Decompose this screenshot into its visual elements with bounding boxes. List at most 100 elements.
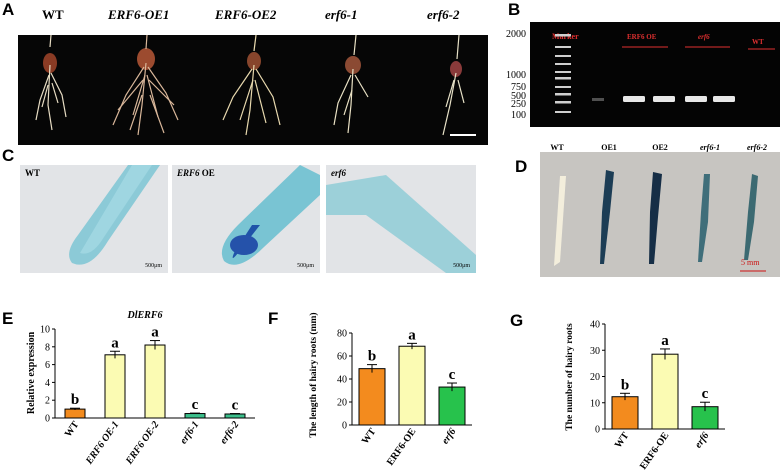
chart-f-ytick-label-0: 0 (342, 421, 347, 432)
gus-scale-label: 5 mm (741, 258, 760, 267)
chart-e-bar-2 (144, 344, 166, 419)
root-specimen-erf6-2 (442, 34, 465, 136)
root-specimen-erf6-1 (333, 34, 369, 134)
chart-g-ytick-label-0: 0 (595, 425, 600, 436)
gus-label-oe1: OE1 (601, 143, 617, 152)
marker-ladder-bands (555, 34, 571, 113)
gus-label-erf6-2: erf6-2 (747, 143, 767, 152)
chart-e-letter-0: b (71, 392, 79, 408)
chart-e-ytick-label-2: 4 (45, 378, 50, 389)
chart-e-xlabel-4: erf6-2 (218, 419, 241, 446)
chart-f-letter-2: c (449, 367, 456, 383)
micrograph-label-erf6-oe: ERF6 OE (177, 168, 215, 178)
chart-e-title: DlERF6 (126, 310, 162, 321)
gus-root-erf6-1 (698, 174, 710, 262)
chart-f-ytick-label-1: 20 (337, 398, 347, 409)
chart-e-bars: b a a c c (64, 325, 246, 419)
chart-f-xlabels: WT ERF6-OE erf6 (360, 426, 459, 468)
chart-g-letter-0: b (621, 377, 629, 393)
chart-g-ytick-label-4: 40 (590, 320, 600, 331)
micrograph-scale-erf6-oe: 500μm (297, 263, 314, 269)
chart-g-ylabel: The number of hairy roots (565, 323, 575, 431)
chart-g-xlabel-2: erf6 (693, 430, 712, 450)
micrograph-erf6: erf6 500μm (326, 165, 476, 273)
chart-f: The length of hairy roots (mm) 0 20 40 60 80… (308, 312, 472, 468)
micrograph-erf6-oe: ERF6 OE 500μm (172, 165, 320, 273)
chart-g-xlabel-1: ERF6-OE (638, 430, 672, 472)
chart-e-xlabels: WT ERF6 OE-1 ERF6 OE-2 erf6-1 erf6-2 (63, 419, 242, 467)
ladder-label-250: 250 (511, 99, 526, 110)
chart-g-letter-1: a (661, 333, 669, 349)
micrograph-label-wt: WT (25, 168, 41, 178)
micrograph-scale-wt: 500μm (145, 263, 162, 269)
micrograph-label-erf6-oe-italic: ERF6 (177, 168, 200, 178)
chart-e-xlabel-2: ERF6 OE-2 (123, 419, 161, 467)
chart-e-ytick-label-0: 0 (45, 414, 50, 425)
genotype-label-erf6-2: erf6-2 (427, 7, 460, 22)
gus-root-erf6-2 (744, 174, 758, 260)
chart-g-letter-2: c (702, 386, 709, 402)
chart-e-bar-4 (224, 413, 246, 419)
chart-f-xlabel-1: ERF6-OE (385, 426, 419, 468)
chart-e-bar-3 (184, 413, 206, 419)
chart-f-bar-2 (438, 386, 466, 426)
ladder-label-2000: 2000 (506, 29, 526, 40)
genotype-label-erf6-1: erf6-1 (325, 7, 358, 22)
panel-label-b: B (508, 0, 521, 19)
micrograph-label-erf6-oe-suffix: OE (199, 168, 215, 178)
ladder-label-1000: 1000 (506, 70, 526, 81)
chart-f-ytick-label-3: 60 (337, 352, 347, 363)
chart-e-xlabel-0: WT (63, 419, 82, 439)
chart-f-ytick-label-4: 80 (337, 329, 347, 340)
oe-group-label: ERF6 OE (627, 33, 657, 41)
panel-label-f: F (268, 309, 279, 328)
chart-e-ytick-label-1: 2 (45, 396, 50, 407)
chart-f-letter-0: b (368, 349, 376, 365)
chart-f-bar-1 (398, 345, 426, 426)
panel-label-g: G (510, 311, 524, 330)
ladder-labels: 2000 1000 750 500 250 100 (488, 22, 530, 127)
hairy-root-photo (18, 34, 488, 145)
chart-g-xlabels: WT ERF6-OE erf6 (613, 430, 712, 472)
chart-e-letter-2: a (151, 325, 159, 341)
chart-e-letter-3: c (192, 397, 199, 413)
chart-e-ytick-label-3: 6 (45, 360, 50, 371)
gel-photo: Marker ERF6 OE erf6 WT (530, 22, 780, 127)
chart-e-letter-1: a (111, 335, 119, 351)
ladder-label-500: 500 (511, 91, 526, 102)
chart-e-bar-1 (104, 354, 126, 419)
chart-f-letter-1: a (408, 327, 416, 343)
chart-g-bar-1 (651, 353, 679, 430)
chart-f-ytick-label-2: 40 (337, 375, 347, 386)
chart-e-xlabel-1: ERF6 OE-1 (83, 419, 121, 467)
chart-g-ytick-label-3: 30 (590, 346, 600, 357)
gus-root-oe2 (649, 172, 662, 264)
chart-e-bar-0 (64, 408, 86, 419)
root-specimen-oe1 (112, 34, 179, 136)
chart-f-xlabel-2: erf6 (440, 426, 459, 446)
genotype-label-wt: WT (42, 7, 64, 22)
chart-e-ytick-label-5: 10 (40, 325, 50, 336)
chart-e: DlERF6 Relative expression 0 2 4 6 8 10 b a a c c… (26, 310, 255, 467)
wt-group-label: WT (752, 38, 764, 46)
micrograph-label-erf6-italic: erf6 (331, 168, 346, 178)
chart-g-xlabel-0: WT (613, 430, 632, 450)
erf6-group-label: erf6 (698, 33, 710, 41)
gus-root-wt (554, 176, 566, 266)
micrograph-wt: WT 500μm (20, 165, 168, 273)
panel-label-d: D (515, 157, 528, 176)
root-specimen-wt (35, 34, 67, 131)
gus-root-oe1 (600, 170, 614, 264)
micrograph-label-erf6: erf6 (331, 168, 346, 178)
chart-e-xlabel-3: erf6-1 (178, 419, 201, 446)
genotype-label-oe1: ERF6-OE1 (108, 7, 170, 22)
chart-g-bar-0 (611, 396, 639, 430)
chart-e-ytick-label-4: 8 (45, 342, 50, 353)
panel-label-a: A (2, 0, 15, 19)
chart-f-ylabel: The length of hairy roots (mm) (308, 312, 319, 437)
root-specimen-oe2 (222, 34, 281, 136)
chart-g-ytick-label-2: 20 (590, 372, 600, 383)
ladder-label-750: 750 (511, 82, 526, 93)
gus-label-wt: WT (550, 143, 564, 152)
